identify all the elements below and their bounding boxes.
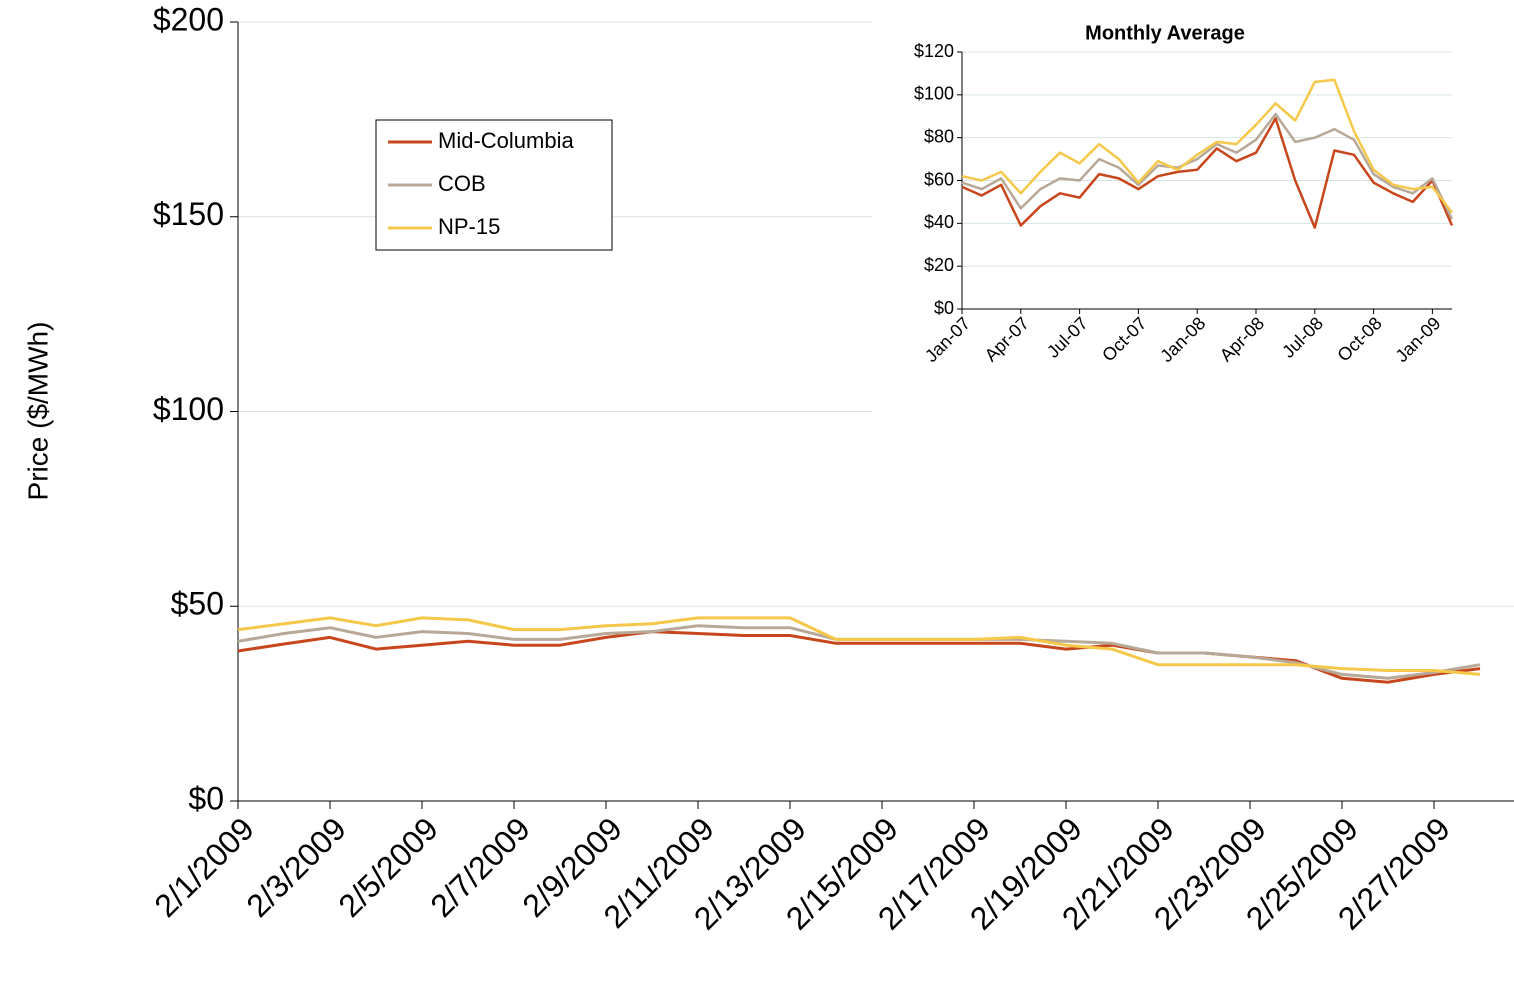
legend-label: COB [438, 171, 486, 196]
series-line [237, 616, 1481, 676]
y-axis-label: Price ($/MWh) [22, 322, 53, 501]
y-tick-label: $0 [188, 780, 224, 816]
series-line [961, 112, 1454, 220]
series-line [237, 624, 1481, 680]
x-tick-label: 2/1/2009 [147, 810, 261, 924]
series-line [961, 78, 1453, 214]
y-tick-label: $50 [171, 586, 224, 622]
y-tick-label: $0 [934, 298, 954, 318]
series-line [961, 117, 1454, 229]
x-tick-label: 2/7/2009 [423, 810, 537, 924]
inset-title: Monthly Average [1085, 22, 1245, 44]
x-tick-label: 2/5/2009 [331, 810, 445, 924]
y-tick-label: $80 [924, 126, 954, 146]
y-tick-label: $100 [914, 84, 954, 104]
y-tick-label: $40 [924, 212, 954, 232]
y-tick-label: $20 [924, 255, 954, 275]
legend-label: Mid-Columbia [438, 128, 574, 153]
inset-background [872, 0, 1514, 420]
legend-label: NP-15 [438, 214, 500, 239]
y-tick-label: $120 [914, 41, 954, 61]
y-tick-label: $150 [153, 196, 224, 232]
y-tick-label: $200 [153, 1, 224, 37]
x-tick-label: 2/3/2009 [239, 810, 353, 924]
y-tick-label: $100 [153, 391, 224, 427]
y-tick-label: $60 [924, 169, 954, 189]
legend: Mid-Columbia COB NP-15 [388, 128, 574, 239]
